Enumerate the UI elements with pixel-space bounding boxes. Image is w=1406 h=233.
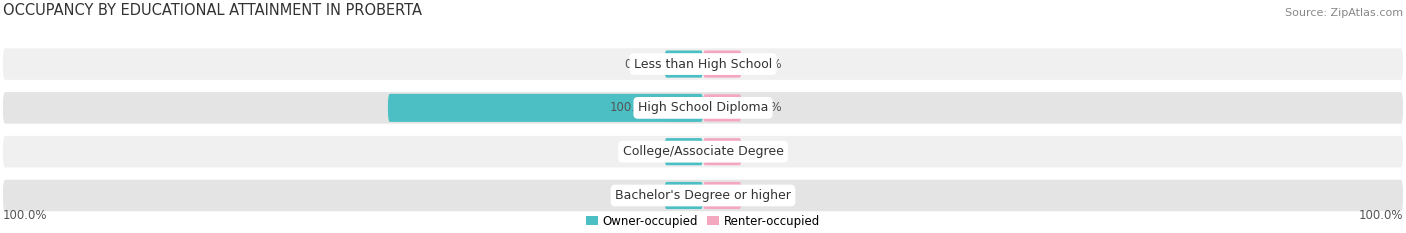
FancyBboxPatch shape bbox=[3, 48, 1403, 80]
Text: 0.0%: 0.0% bbox=[752, 189, 782, 202]
Text: Source: ZipAtlas.com: Source: ZipAtlas.com bbox=[1285, 8, 1403, 18]
FancyBboxPatch shape bbox=[703, 182, 741, 209]
FancyBboxPatch shape bbox=[3, 136, 1403, 168]
FancyBboxPatch shape bbox=[665, 182, 703, 209]
Text: 0.0%: 0.0% bbox=[752, 58, 782, 71]
Text: 0.0%: 0.0% bbox=[624, 145, 654, 158]
FancyBboxPatch shape bbox=[703, 94, 741, 121]
FancyBboxPatch shape bbox=[3, 180, 1403, 211]
FancyBboxPatch shape bbox=[703, 138, 741, 165]
Text: 0.0%: 0.0% bbox=[624, 58, 654, 71]
Text: OCCUPANCY BY EDUCATIONAL ATTAINMENT IN PROBERTA: OCCUPANCY BY EDUCATIONAL ATTAINMENT IN P… bbox=[3, 3, 422, 18]
FancyBboxPatch shape bbox=[665, 51, 703, 78]
Text: 100.0%: 100.0% bbox=[1358, 209, 1403, 222]
FancyBboxPatch shape bbox=[665, 94, 703, 121]
Text: High School Diploma: High School Diploma bbox=[638, 101, 768, 114]
Text: Bachelor's Degree or higher: Bachelor's Degree or higher bbox=[614, 189, 792, 202]
Text: 100.0%: 100.0% bbox=[3, 209, 48, 222]
Text: Less than High School: Less than High School bbox=[634, 58, 772, 71]
Text: 0.0%: 0.0% bbox=[624, 189, 654, 202]
FancyBboxPatch shape bbox=[3, 92, 1403, 124]
Text: 0.0%: 0.0% bbox=[752, 145, 782, 158]
Text: College/Associate Degree: College/Associate Degree bbox=[623, 145, 783, 158]
FancyBboxPatch shape bbox=[388, 94, 703, 122]
FancyBboxPatch shape bbox=[703, 51, 741, 78]
Text: 0.0%: 0.0% bbox=[752, 101, 782, 114]
Legend: Owner-occupied, Renter-occupied: Owner-occupied, Renter-occupied bbox=[581, 210, 825, 232]
Text: 100.0%: 100.0% bbox=[609, 101, 654, 114]
FancyBboxPatch shape bbox=[665, 138, 703, 165]
